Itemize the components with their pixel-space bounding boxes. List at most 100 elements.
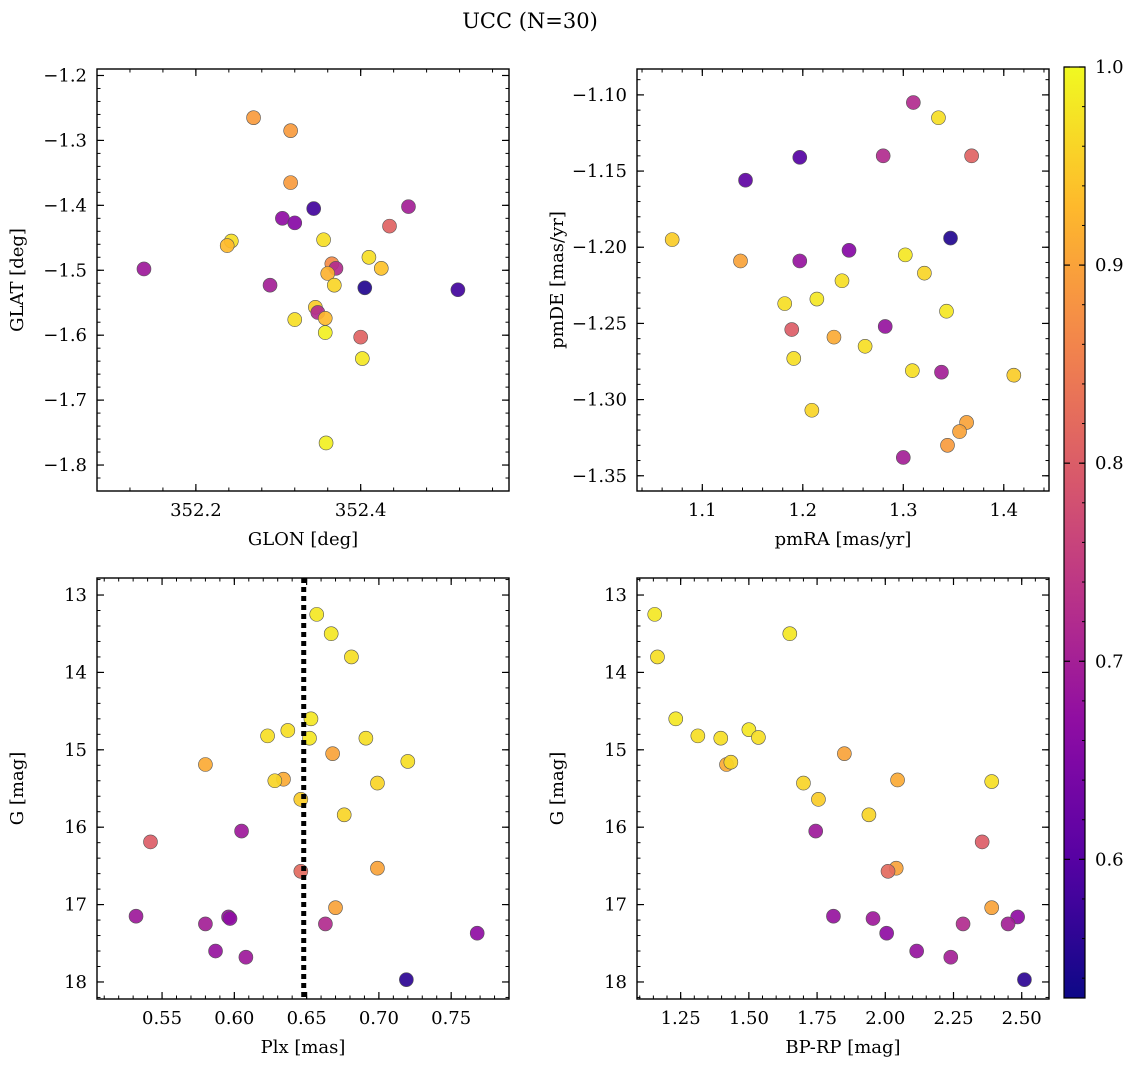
data-point [401,199,416,214]
data-point [777,296,793,311]
colorbar-tick-label: 0.6 [1095,849,1124,870]
panel-3: 0.55 0.60 0.65 0.70 0.75 13 14 15 16 17 18 Plx [mas… [7,577,510,1058]
data-point [267,773,283,789]
data-point [370,775,385,791]
data-point [909,943,924,959]
data-point [834,273,850,289]
data-point [198,916,213,932]
data-point [287,215,303,231]
x-tick-label: 1.3 [889,500,918,521]
data-point [792,253,808,269]
data-point [317,311,333,326]
y-tick-label: −1.3 [43,130,87,151]
colorbar-scale [1063,66,1086,999]
data-point [325,746,340,761]
data-point [939,303,954,319]
data-point [792,150,808,165]
data-point [275,211,290,226]
data-point [808,823,824,839]
colorbar: 0.6 0.7 0.8 0.9 1.0 [1063,57,1124,999]
x-tick-label: 0.55 [142,1008,182,1029]
data-point [898,247,913,263]
y-tick-label: 13 [604,585,627,606]
data-point [1017,972,1032,987]
y-axis-label: pmDE [mas/yr] [547,211,568,349]
data-point [238,949,254,965]
colorbar-tick-label: 0.8 [1095,453,1124,474]
data-point [128,908,144,924]
data-point [723,754,739,770]
data-point [811,792,826,807]
colorbar-tick-label: 1.0 [1095,57,1124,78]
x-tick-label: 0.70 [359,1008,399,1029]
data-point [361,249,377,265]
data-point [353,329,368,345]
data-point [647,607,663,622]
data-point [373,261,389,276]
data-point [450,282,466,298]
data-point [940,437,955,453]
x-tick-label: 1.1 [688,500,717,521]
x-tick-label: 0.65 [287,1008,327,1029]
data-point [668,711,684,727]
y-axis-label: GLAT [deg] [7,228,28,332]
data-point [469,925,485,941]
data-point [879,925,894,941]
y-tick-label: 13 [64,585,87,606]
data-point [943,949,959,965]
y-axis-label: G [mag] [7,752,28,825]
y-tick-label: −1.6 [43,325,87,346]
x-tick-label: 1.50 [729,1008,769,1029]
y-tick-label: −1.35 [572,466,627,487]
data-point [837,746,852,761]
data-point [804,402,820,418]
y-tick-label: −1.8 [43,455,87,476]
panel-2: 1.1 1.2 1.3 1.4 −1.10 −1.15 −1.20 −1.25 −1.30 −1.… [547,68,1050,550]
data-point [287,312,303,327]
data-point [650,649,665,665]
data-point [964,148,979,164]
data-point [1006,367,1022,383]
panel-4: 1.25 1.50 1.75 2.00 2.25 2.50 13 14 15 16 17 18 BP-R… [547,577,1050,1058]
data-point [262,277,278,293]
data-point [751,730,766,745]
y-tick-label: −1.25 [572,313,627,334]
data-point [784,322,800,337]
data-point [323,626,339,642]
data-point [943,230,958,246]
data-point [370,860,385,876]
data-point [733,253,748,269]
data-point [283,175,298,190]
y-tick-label: 14 [604,662,627,683]
panels: 352.2 352.4 −1.2 −1.3 −1.4 −1.5 −1.6 −1.7 −1.8 GL… [7,65,1050,1058]
x-tick-label: 352.4 [335,500,387,521]
data-point [895,450,911,465]
data-point [344,649,359,665]
colorbar-tick-label: 0.7 [1095,651,1124,672]
y-tick-label: −1.7 [43,390,87,411]
x-tick-label: 0.60 [214,1008,254,1029]
data-point [713,730,729,746]
y-tick-label: −1.5 [43,260,87,281]
y-tick-label: 16 [604,817,627,838]
data-point [208,943,223,959]
data-point [917,265,932,281]
x-axis-label: GLON [deg] [248,529,358,550]
data-point [841,242,857,258]
y-tick-label: 15 [64,740,87,761]
data-point [984,774,1000,789]
data-point [984,900,1000,915]
data-point [955,916,971,932]
y-tick-label: 15 [604,740,627,761]
data-point [280,723,296,738]
data-point [861,807,877,823]
data-point [786,351,802,366]
data-point [905,363,920,378]
y-tick-label: −1.15 [572,161,627,182]
panel-1: 352.2 352.4 −1.2 −1.3 −1.4 −1.5 −1.6 −1.7 −1.8 GL… [7,65,510,550]
y-tick-label: −1.4 [43,195,87,216]
x-axis-label: pmRA [mas/yr] [775,529,912,550]
colorbar-tick-label: 0.9 [1095,255,1124,276]
data-point [865,911,881,926]
data-point [328,900,343,915]
